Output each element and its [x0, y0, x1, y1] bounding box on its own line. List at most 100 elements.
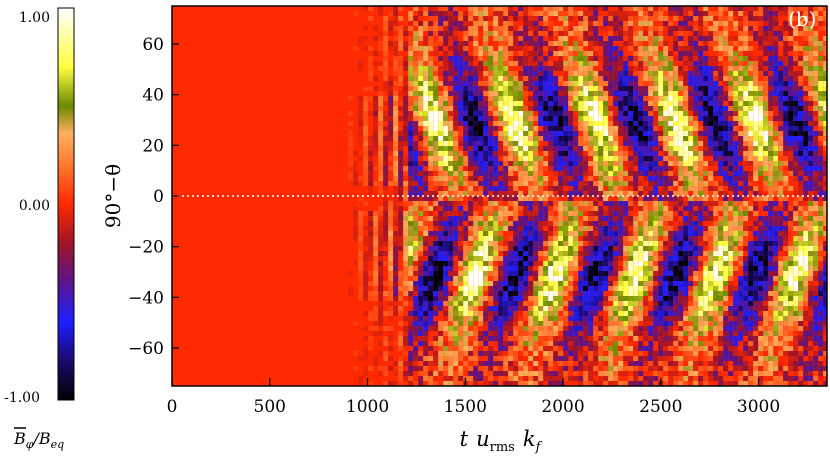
heatmap-cell — [563, 56, 569, 61]
heatmap-cell — [448, 246, 454, 251]
heatmap-cell — [538, 196, 544, 201]
heatmap-cell — [663, 211, 669, 216]
heatmap-cell — [558, 56, 564, 61]
heatmap-cell — [633, 71, 639, 76]
heatmap-cell — [578, 271, 584, 276]
heatmap-cell — [423, 361, 429, 366]
heatmap-cell — [443, 221, 449, 226]
heatmap-cell — [418, 126, 424, 131]
heatmap-cell — [648, 41, 654, 46]
heatmap-cell — [683, 281, 689, 286]
heatmap-cell — [523, 306, 529, 311]
heatmap-cell — [488, 141, 494, 146]
heatmap-cell — [528, 81, 534, 86]
heatmap-cell — [648, 376, 654, 381]
heatmap-cell — [563, 246, 569, 251]
heatmap-cell — [648, 366, 654, 371]
heatmap-cell — [668, 246, 674, 251]
heatmap-cell — [628, 326, 634, 331]
heatmap-cell — [483, 206, 489, 211]
heatmap-cell — [598, 211, 604, 216]
heatmap-cell — [683, 306, 689, 311]
heatmap-cell — [503, 186, 509, 191]
heatmap-cell — [398, 306, 404, 311]
heatmap-cell — [478, 221, 484, 226]
heatmap-cell — [493, 101, 499, 106]
heatmap-cell — [388, 336, 394, 341]
heatmap-cell — [588, 201, 594, 206]
heatmap-cell — [518, 321, 524, 326]
heatmap-cell — [653, 376, 659, 381]
heatmap-cell — [498, 346, 504, 351]
heatmap-cell — [593, 71, 599, 76]
heatmap-cell — [463, 126, 469, 131]
heatmap-cell — [553, 161, 559, 166]
heatmap-cell — [523, 106, 529, 111]
heatmap-cell — [418, 181, 424, 186]
heatmap-cell — [663, 316, 669, 321]
heatmap-cell — [673, 141, 679, 146]
heatmap-cell — [418, 241, 424, 246]
heatmap-cell — [548, 56, 554, 61]
heatmap-cell — [578, 191, 584, 196]
heatmap-cell — [513, 81, 519, 86]
heatmap-cell — [363, 111, 369, 116]
heatmap-cell — [378, 226, 384, 231]
heatmap-cell — [403, 116, 409, 121]
heatmap-cell — [613, 336, 619, 341]
heatmap-cell — [433, 371, 439, 376]
heatmap-cell — [408, 311, 414, 316]
heatmap-cell — [638, 256, 644, 261]
heatmap-cell — [688, 326, 694, 331]
heatmap-cell — [538, 226, 544, 231]
heatmap-cell — [573, 241, 579, 246]
heatmap-cell — [413, 316, 419, 321]
heatmap-cell — [443, 311, 449, 316]
heatmap-cell — [468, 381, 474, 386]
heatmap-cell — [468, 261, 474, 266]
heatmap-cell — [383, 216, 389, 221]
heatmap-cell — [398, 171, 404, 176]
heatmap-cell — [448, 376, 454, 381]
heatmap-cell — [703, 91, 709, 96]
heatmap-cell — [643, 331, 649, 336]
heatmap-cell — [683, 266, 689, 271]
heatmap-cell — [513, 381, 519, 386]
heatmap-cell — [638, 231, 644, 236]
heatmap-cell — [478, 316, 484, 321]
heatmap-cell — [478, 271, 484, 276]
heatmap-cell — [688, 371, 694, 376]
heatmap-cell — [503, 321, 509, 326]
heatmap-cell — [453, 196, 459, 201]
heatmap-cell — [668, 266, 674, 271]
heatmap-cell — [663, 31, 669, 36]
heatmap-cell — [493, 146, 499, 151]
heatmap-cell — [688, 166, 694, 171]
heatmap-cell — [668, 96, 674, 101]
heatmap-cell — [653, 271, 659, 276]
heatmap-cell — [418, 366, 424, 371]
heatmap-cell — [538, 76, 544, 81]
heatmap-cell — [643, 256, 649, 261]
heatmap-cell — [378, 291, 384, 296]
heatmap-cell — [688, 61, 694, 66]
heatmap-cell — [518, 301, 524, 306]
heatmap-cell — [388, 46, 394, 51]
heatmap-cell — [693, 166, 699, 171]
heatmap-cell — [678, 121, 684, 126]
heatmap-cell — [508, 251, 514, 256]
heatmap-cell — [563, 171, 569, 176]
heatmap-cell — [543, 316, 549, 321]
heatmap-cell — [558, 336, 564, 341]
heatmap-cell — [443, 281, 449, 286]
heatmap-cell — [398, 241, 404, 246]
heatmap-cell — [378, 126, 384, 131]
heatmap-cell — [453, 171, 459, 176]
heatmap-cell — [673, 111, 679, 116]
heatmap-cell — [548, 221, 554, 226]
heatmap-cell — [593, 31, 599, 36]
heatmap-cell — [503, 131, 509, 136]
heatmap-cell — [678, 151, 684, 156]
heatmap-cell — [443, 51, 449, 56]
heatmap-cell — [708, 61, 714, 66]
